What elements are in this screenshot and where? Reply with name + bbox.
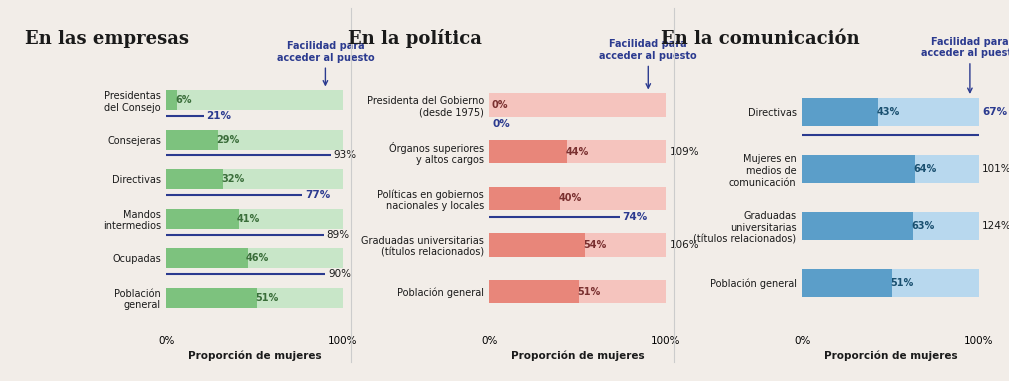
Bar — [166, 209, 343, 229]
Text: 67%: 67% — [983, 107, 1007, 117]
Text: 41%: 41% — [237, 214, 260, 224]
Text: 0%: 0% — [491, 100, 508, 110]
Bar — [802, 98, 878, 126]
Text: 89%: 89% — [326, 230, 349, 240]
Text: 43%: 43% — [876, 107, 900, 117]
Bar — [166, 248, 248, 268]
Text: Facilidad para
acceder al puesto: Facilidad para acceder al puesto — [599, 39, 697, 88]
Text: 74%: 74% — [623, 212, 648, 222]
Bar — [166, 288, 256, 308]
Text: 51%: 51% — [577, 287, 601, 297]
Bar — [489, 234, 585, 257]
Bar — [489, 93, 666, 117]
Bar — [802, 269, 979, 297]
X-axis label: Proporción de mujeres: Proporción de mujeres — [511, 351, 645, 361]
Text: 51%: 51% — [891, 278, 914, 288]
Text: 0%: 0% — [492, 119, 510, 129]
Text: 32%: 32% — [221, 174, 244, 184]
Text: Facilidad para
acceder al puesto: Facilidad para acceder al puesto — [921, 37, 1009, 93]
Bar — [166, 288, 343, 308]
Bar — [802, 212, 979, 240]
Bar — [166, 209, 239, 229]
Bar — [802, 155, 979, 183]
Bar — [489, 187, 666, 210]
Bar — [166, 248, 343, 268]
Text: 109%: 109% — [669, 147, 699, 157]
X-axis label: Proporción de mujeres: Proporción de mujeres — [823, 351, 958, 361]
Bar — [166, 90, 343, 110]
X-axis label: Proporción de mujeres: Proporción de mujeres — [188, 351, 322, 361]
Text: 6%: 6% — [176, 95, 192, 105]
Bar — [802, 155, 915, 183]
Text: 77%: 77% — [305, 190, 330, 200]
Bar — [802, 212, 913, 240]
Text: 40%: 40% — [558, 194, 581, 203]
Bar — [489, 140, 666, 163]
Bar — [489, 140, 567, 163]
Bar — [802, 98, 979, 126]
Text: En las empresas: En las empresas — [25, 30, 190, 48]
Bar — [489, 280, 666, 303]
Text: 64%: 64% — [913, 164, 936, 174]
Text: 21%: 21% — [206, 111, 231, 121]
Text: 63%: 63% — [912, 221, 935, 231]
Bar — [489, 234, 666, 257]
Text: 54%: 54% — [583, 240, 606, 250]
Text: En la política: En la política — [348, 29, 482, 48]
Text: 106%: 106% — [669, 240, 699, 250]
Text: En la comunicación: En la comunicación — [661, 30, 860, 48]
Bar — [802, 269, 892, 297]
Bar — [166, 169, 343, 189]
Text: 46%: 46% — [246, 253, 269, 263]
Bar — [489, 187, 560, 210]
Bar — [166, 169, 223, 189]
Bar — [166, 90, 178, 110]
Text: 124%: 124% — [983, 221, 1009, 231]
Text: 51%: 51% — [254, 293, 278, 303]
Text: 93%: 93% — [333, 150, 356, 160]
Bar — [166, 130, 218, 149]
Bar — [166, 130, 343, 149]
Text: 90%: 90% — [328, 269, 351, 279]
Text: 101%: 101% — [983, 164, 1009, 174]
Text: 29%: 29% — [216, 134, 239, 145]
Text: 44%: 44% — [565, 147, 588, 157]
Text: Facilidad para
acceder al puesto: Facilidad para acceder al puesto — [276, 41, 374, 85]
Bar — [489, 280, 579, 303]
